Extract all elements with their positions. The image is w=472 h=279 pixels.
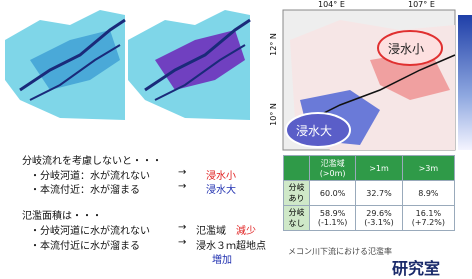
row: 分岐 なし 58.9% (-1.1%) 29.6% (-3.1%) 16.1% … xyxy=(284,206,455,231)
lead: 氾濫面積は・・・ xyxy=(22,207,102,222)
header-cell: >1m xyxy=(356,156,402,181)
row: 分岐 あり 60.0% 32.7% 8.9% xyxy=(284,181,455,206)
bubble-label: 浸水小 xyxy=(388,40,424,57)
header-row: 氾濫域 (>0m) >1m >3m xyxy=(284,156,455,181)
arrow: → xyxy=(178,222,186,233)
cell: 16.1% (+7.2%) xyxy=(402,206,454,231)
result: 浸水小 xyxy=(206,167,236,182)
lon-label: 104° E xyxy=(318,0,345,9)
item: ・本流付近に水が溜まる xyxy=(30,237,140,252)
arrow: → xyxy=(178,181,186,192)
result-highlight: 減少 xyxy=(236,222,256,237)
result: 氾濫域 xyxy=(196,222,226,237)
lat-label: 10° N xyxy=(269,103,278,126)
row-label: 分岐 あり xyxy=(284,181,310,206)
corner xyxy=(284,156,310,181)
cell: 8.9% xyxy=(402,181,454,206)
left-map-1 xyxy=(5,2,125,120)
cell: 58.9% (-1.1%) xyxy=(309,206,355,231)
lead: 分岐流れを考慮しないと・・・ xyxy=(22,152,162,167)
lon-label: 107° E xyxy=(408,0,435,9)
lat-label: 12° N xyxy=(269,33,278,56)
item: ・分岐河道に水が流れない xyxy=(30,222,150,237)
cell: 32.7% xyxy=(356,181,402,206)
row-label: 分岐 なし xyxy=(284,206,310,231)
result-highlight: 増加 xyxy=(212,251,232,266)
cell: 60.0% xyxy=(309,181,355,206)
cell: 29.6% (-3.1%) xyxy=(356,206,402,231)
header-cell: >3m xyxy=(402,156,454,181)
header-cell: 氾濫域 (>0m) xyxy=(309,156,355,181)
table: 氾濫域 (>0m) >1m >3m 分岐 あり 60.0% 32.7% 8.9%… xyxy=(283,155,455,231)
result: 浸水３ｍ超地点 xyxy=(196,237,266,252)
result: 浸水大 xyxy=(206,181,236,196)
arrow: → xyxy=(178,237,186,248)
bubble-label: 浸水大 xyxy=(296,122,332,139)
table-caption: メコン川下流における氾濫率 xyxy=(288,246,392,257)
left-map-2 xyxy=(128,2,250,120)
item: ・分岐河道：水が流れない xyxy=(30,167,150,182)
arrow: → xyxy=(178,167,186,178)
page: 104° E 107° E 12° N 10° N 浸水小 浸水大 分岐流れを考… xyxy=(0,0,472,269)
item: ・本流付近：水が溜まる xyxy=(30,181,140,196)
footer: 研究室 xyxy=(392,255,440,279)
